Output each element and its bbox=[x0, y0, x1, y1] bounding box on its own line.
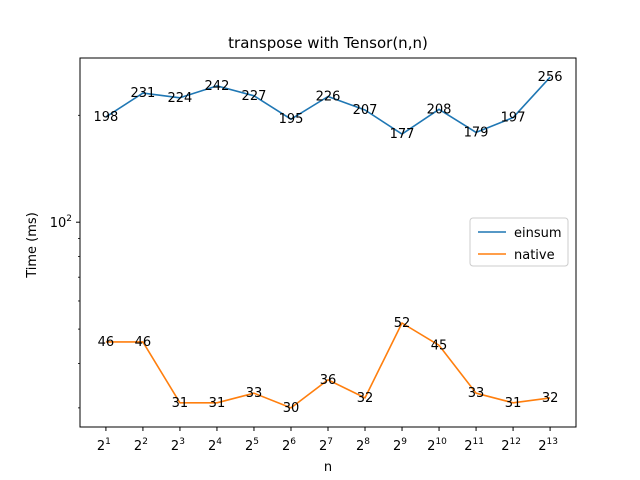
data-label-native: 31 bbox=[505, 396, 522, 411]
data-label-einsum: 226 bbox=[316, 89, 341, 104]
data-label-einsum: 207 bbox=[353, 103, 378, 118]
data-label-native: 45 bbox=[431, 338, 448, 353]
legend-label-einsum: einsum bbox=[514, 226, 562, 241]
x-tick-label: 212 bbox=[501, 437, 521, 454]
data-label-native: 36 bbox=[320, 373, 337, 388]
x-tick-label: 21 bbox=[97, 437, 111, 454]
x-tick-label: 210 bbox=[427, 437, 447, 454]
data-label-einsum: 177 bbox=[390, 127, 415, 142]
series-line-einsum bbox=[105, 76, 551, 135]
data-label-native: 46 bbox=[98, 335, 115, 350]
data-label-einsum: 256 bbox=[538, 70, 563, 85]
x-tick-label: 25 bbox=[245, 437, 259, 454]
chart-title: transpose with Tensor(n,n) bbox=[228, 34, 428, 52]
data-label-native: 30 bbox=[283, 401, 300, 416]
plot-area: 21 22 23 24 25 26 27 28 29 210 211 212 213 102 198 231 2… bbox=[50, 57, 577, 454]
y-tick-label: 102 bbox=[50, 214, 72, 231]
data-label-native: 31 bbox=[172, 396, 189, 411]
legend: einsum native bbox=[469, 217, 569, 267]
data-label-einsum: 197 bbox=[501, 111, 526, 126]
x-tick-label: 27 bbox=[319, 437, 333, 454]
data-label-einsum: 227 bbox=[242, 89, 267, 104]
data-label-einsum: 198 bbox=[93, 110, 118, 125]
x-tick-label: 28 bbox=[356, 437, 370, 454]
data-label-native: 33 bbox=[468, 386, 485, 401]
data-label-native: 33 bbox=[246, 386, 263, 401]
x-tick-label: 213 bbox=[538, 437, 558, 454]
data-label-einsum: 231 bbox=[131, 86, 156, 101]
data-label-native: 46 bbox=[135, 335, 152, 350]
data-label-native: 52 bbox=[394, 316, 411, 331]
data-label-native: 32 bbox=[357, 391, 374, 406]
data-label-einsum: 242 bbox=[205, 79, 230, 94]
y-axis-label: Time (ms) bbox=[25, 212, 40, 279]
data-label-einsum: 179 bbox=[464, 125, 489, 140]
data-label-native: 31 bbox=[209, 396, 226, 411]
legend-label-native: native bbox=[514, 248, 555, 263]
x-tick-label: 22 bbox=[134, 437, 148, 454]
x-axis-label: n bbox=[324, 460, 332, 475]
data-label-einsum: 224 bbox=[168, 91, 193, 106]
x-tick-label: 23 bbox=[171, 437, 185, 454]
x-tick-label: 211 bbox=[464, 437, 484, 454]
x-tick-label: 26 bbox=[282, 437, 296, 454]
x-tick-label: 24 bbox=[208, 437, 222, 454]
data-label-einsum: 208 bbox=[427, 102, 452, 117]
data-label-einsum: 195 bbox=[279, 112, 304, 127]
x-tick-label: 29 bbox=[393, 437, 407, 454]
series-line-native bbox=[105, 322, 551, 409]
data-label-native: 32 bbox=[542, 391, 559, 406]
